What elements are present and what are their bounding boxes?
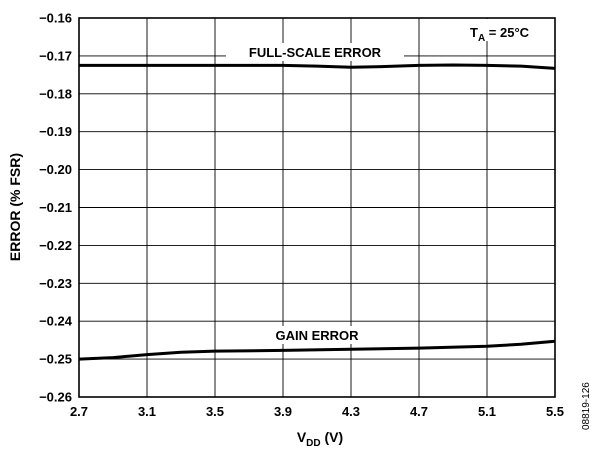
full-scale-label-bg <box>226 43 404 61</box>
grid <box>79 18 555 397</box>
figure-id: 08819-126 <box>581 382 592 430</box>
x-axis-title-main: V <box>297 429 307 445</box>
x-axis-title-unit: (V) <box>321 429 344 445</box>
full-scale-error-line <box>79 63 556 70</box>
x-tick-label: 3.5 <box>206 404 224 419</box>
x-tick-label: 3.1 <box>138 404 156 419</box>
x-axis-title: VDD (V) <box>297 429 343 449</box>
gain-error-line <box>78 339 556 361</box>
series-layer <box>78 63 556 361</box>
x-tick-label: 4.7 <box>410 404 428 419</box>
x-tick-label: 5.1 <box>478 404 496 419</box>
condition-label-sub: A <box>478 33 485 44</box>
x-tick-label: 2.7 <box>70 404 88 419</box>
y-tick-label: −0.17 <box>39 48 72 63</box>
full-scale-error-label: FULL-SCALE ERROR <box>249 45 382 60</box>
condition-label-main: T <box>470 25 478 40</box>
y-tick-label: −0.21 <box>39 200 72 215</box>
condition-label-rest: = 25°C <box>485 25 529 40</box>
gain-label-bg <box>258 326 376 344</box>
y-tick-label: −0.16 <box>39 11 72 26</box>
y-tick-label: −0.25 <box>39 352 72 367</box>
condition-label-bg <box>462 19 548 41</box>
x-tick-label: 5.5 <box>546 404 564 419</box>
y-axis-title: ERROR (% FSR) <box>7 153 23 261</box>
y-tick-label: −0.18 <box>39 86 72 101</box>
y-tick-label: −0.26 <box>39 390 72 405</box>
plot-frame <box>78 17 556 398</box>
x-tick-label: 3.9 <box>274 404 292 419</box>
y-tick-label: −0.19 <box>39 124 72 139</box>
y-tick-labels: −0.16 −0.17 −0.18 −0.19 −0.20 −0.21 −0.22 −0.23… <box>39 11 73 405</box>
gain-error-label: GAIN ERROR <box>275 328 359 343</box>
y-tick-label: −0.22 <box>39 238 72 253</box>
condition-label: TA = 25°C <box>470 25 530 44</box>
x-tick-label: 4.3 <box>342 404 360 419</box>
y-tick-label: −0.23 <box>39 276 72 291</box>
x-axis-title-sub: DD <box>306 438 320 449</box>
y-tick-label: −0.24 <box>39 314 73 329</box>
y-tick-label: −0.20 <box>39 162 72 177</box>
x-tick-labels: 2.7 3.1 3.5 3.9 4.3 4.7 5.1 5.5 <box>70 404 564 419</box>
